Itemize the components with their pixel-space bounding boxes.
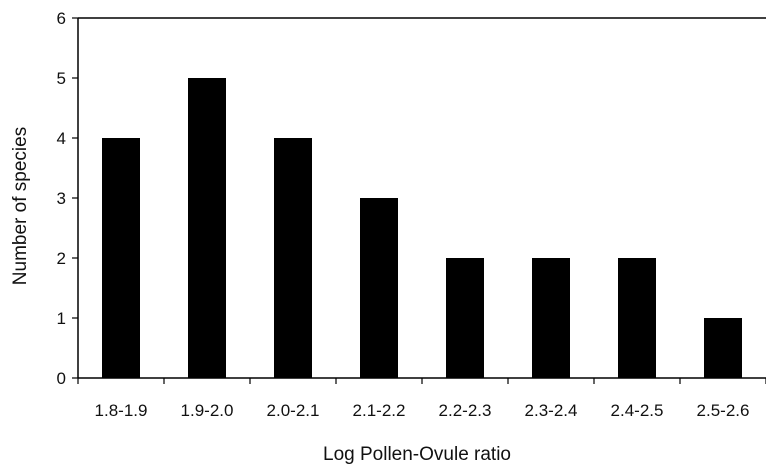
x-tick-label: 2.1-2.2 <box>353 401 406 420</box>
bar <box>360 198 398 378</box>
plot-area <box>77 17 766 379</box>
x-axis-title: Log Pollen-Ovule ratio <box>323 444 511 465</box>
bar <box>618 258 656 378</box>
bar <box>446 258 484 378</box>
y-tick-label: 4 <box>57 129 66 148</box>
bars-group <box>102 78 742 378</box>
y-tick-label: 0 <box>57 369 66 388</box>
bar <box>704 318 742 378</box>
x-tick-label: 1.9-2.0 <box>181 401 234 420</box>
x-tick-label: 2.5-2.6 <box>697 401 750 420</box>
x-tick-label: 2.0-2.1 <box>267 401 320 420</box>
x-tick-label: 2.2-2.3 <box>439 401 492 420</box>
bar <box>274 138 312 378</box>
bar <box>532 258 570 378</box>
y-axis: 0 1 2 3 4 5 6 <box>57 9 78 388</box>
y-tick-label: 1 <box>57 309 66 328</box>
x-tick-label: 2.3-2.4 <box>525 401 578 420</box>
x-tick-label: 2.4-2.5 <box>611 401 664 420</box>
bar <box>102 138 140 378</box>
y-axis-title: Number of species <box>10 127 31 285</box>
y-tick-label: 6 <box>57 9 66 28</box>
y-tick-label: 2 <box>57 249 66 268</box>
x-tick-label: 1.8-1.9 <box>95 401 148 420</box>
y-tick-label: 5 <box>57 69 66 88</box>
y-tick-label: 3 <box>57 189 66 208</box>
x-axis: 1.8-1.9 1.9-2.0 2.0-2.1 2.1-2.2 2.2-2.3 2.3-2… <box>77 378 766 420</box>
bar <box>188 78 226 378</box>
